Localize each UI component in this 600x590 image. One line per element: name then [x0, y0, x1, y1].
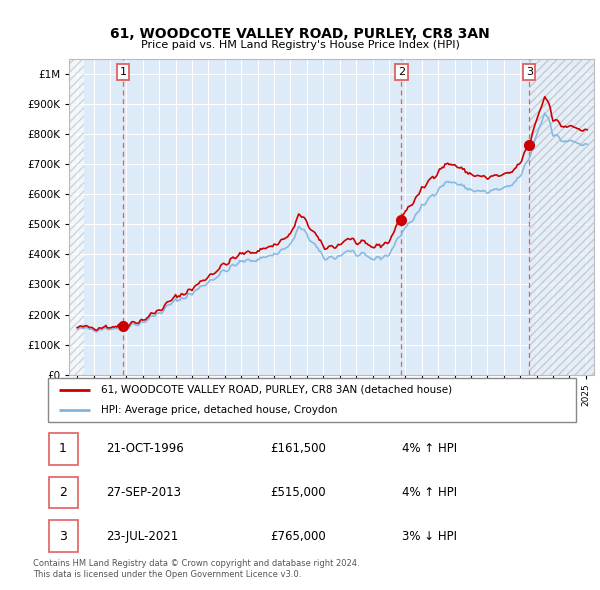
Bar: [529, 59, 594, 375]
Text: 23-JUL-2021: 23-JUL-2021: [106, 530, 178, 543]
Text: 1: 1: [59, 442, 67, 455]
Text: £515,000: £515,000: [270, 486, 325, 499]
Bar: [69, 59, 84, 375]
Bar: [49, 477, 77, 509]
Bar: [49, 520, 77, 552]
Text: 61, WOODCOTE VALLEY ROAD, PURLEY, CR8 3AN: 61, WOODCOTE VALLEY ROAD, PURLEY, CR8 3A…: [110, 27, 490, 41]
Text: 3: 3: [59, 530, 67, 543]
Text: 1: 1: [119, 67, 127, 77]
Text: 4% ↑ HPI: 4% ↑ HPI: [402, 486, 457, 499]
Text: 3: 3: [526, 67, 533, 77]
Text: £765,000: £765,000: [270, 530, 326, 543]
Text: This data is licensed under the Open Government Licence v3.0.: This data is licensed under the Open Gov…: [33, 571, 301, 579]
Text: 2: 2: [398, 67, 405, 77]
Text: 2: 2: [59, 486, 67, 499]
Bar: [49, 433, 77, 465]
Text: Price paid vs. HM Land Registry's House Price Index (HPI): Price paid vs. HM Land Registry's House …: [140, 40, 460, 50]
Text: 27-SEP-2013: 27-SEP-2013: [106, 486, 181, 499]
Text: Contains HM Land Registry data © Crown copyright and database right 2024.: Contains HM Land Registry data © Crown c…: [33, 559, 359, 568]
Text: £161,500: £161,500: [270, 442, 326, 455]
Text: 4% ↑ HPI: 4% ↑ HPI: [402, 442, 457, 455]
Text: 21-OCT-1996: 21-OCT-1996: [106, 442, 184, 455]
Text: 3% ↓ HPI: 3% ↓ HPI: [402, 530, 457, 543]
Text: HPI: Average price, detached house, Croydon: HPI: Average price, detached house, Croy…: [101, 405, 337, 415]
Text: 61, WOODCOTE VALLEY ROAD, PURLEY, CR8 3AN (detached house): 61, WOODCOTE VALLEY ROAD, PURLEY, CR8 3A…: [101, 385, 452, 395]
